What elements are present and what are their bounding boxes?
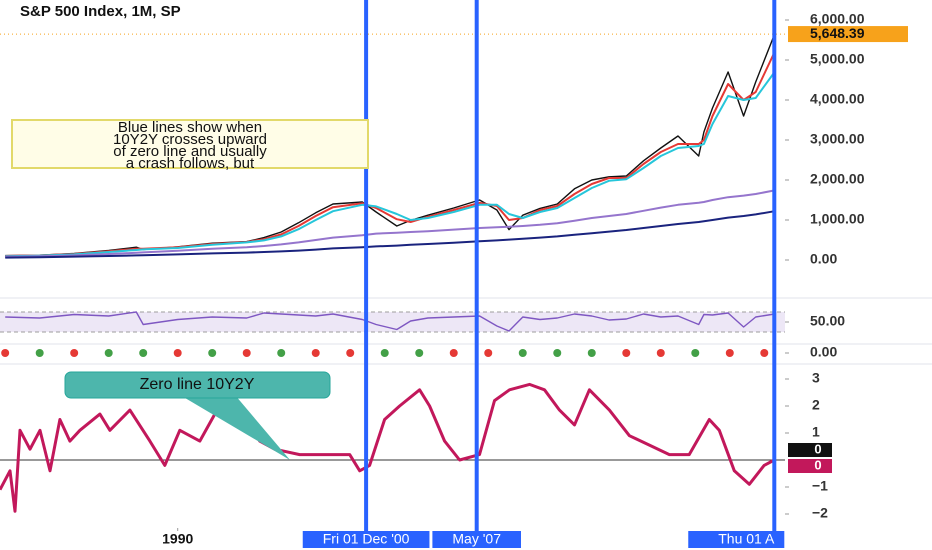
y-tick-label: 6,000.00 [810, 11, 865, 27]
callout-pointer [180, 395, 290, 460]
dot [70, 349, 79, 357]
marks-layer [0, 33, 776, 513]
y-tick-label: 3,000.00 [810, 131, 865, 147]
dot [277, 349, 286, 357]
dot [691, 349, 700, 357]
callout-box [64, 371, 331, 399]
dot [622, 349, 631, 357]
marker-label: Fri 01 Dec '00 [323, 531, 410, 547]
annotation-line: 10Y2Y crosses upward [113, 131, 267, 148]
last-price-box [788, 26, 908, 43]
marker-label: May '07 [452, 531, 501, 547]
callout-text: Zero line 10Y2Y [140, 376, 255, 393]
y-tick-label: −2 [812, 505, 828, 521]
last-value-box [788, 459, 832, 473]
dot [380, 349, 389, 357]
dot [208, 349, 217, 357]
y-tick-label: 5,000.00 [810, 51, 865, 67]
y-tick-label: −1 [812, 478, 828, 494]
series-line [5, 71, 776, 258]
dot [242, 349, 251, 357]
y-tick-label: 1,000.00 [810, 211, 865, 227]
x-tick-label: 1990 [162, 531, 193, 547]
annotation-box [11, 119, 369, 169]
y-tick-label: 50.00 [810, 313, 845, 329]
overlay-layer: 6,000.00 5,000.00 4,000.00 3,000.00 2,000.00… [162, 0, 908, 548]
marker-label-box [688, 531, 785, 548]
dot [1, 349, 10, 357]
y-tick-label: 3 [812, 370, 820, 386]
series-line [5, 189, 775, 258]
annotation-line: a crash follows, but [126, 155, 255, 172]
marker-label-box [432, 531, 521, 548]
dot [415, 349, 424, 357]
series-line [5, 210, 775, 259]
y-tick-label: 1 [812, 424, 820, 440]
zero-line-label: 0 [814, 441, 821, 456]
dot [484, 349, 493, 357]
y-tick-label: 0.00 [810, 344, 837, 360]
dot [725, 349, 734, 357]
dot [139, 349, 148, 357]
dot [656, 349, 665, 357]
last-price-label: 5,648.39 [810, 25, 865, 41]
dot [449, 349, 458, 357]
background-layer [0, 33, 932, 461]
last-value-label: 0 [814, 457, 821, 472]
dot [760, 349, 769, 357]
rsi-band [0, 312, 785, 332]
y-tick-label: 2 [812, 397, 820, 413]
marker-label-box [302, 531, 430, 548]
y-tick-label: 4,000.00 [810, 91, 865, 107]
dot [35, 349, 44, 357]
dot [104, 349, 113, 357]
y-tick-label: 0.00 [810, 251, 837, 267]
marker-label: Thu 01 A [718, 531, 775, 547]
y-tick-label: 2,000.00 [810, 171, 865, 187]
zero-line-box [788, 443, 832, 457]
annotation-line: Blue lines show when [118, 119, 262, 136]
series-line [5, 311, 775, 332]
dot [587, 349, 596, 357]
dot [553, 349, 562, 357]
dot [346, 349, 355, 357]
dot [173, 349, 182, 357]
dot [311, 349, 320, 357]
chart-title: S&P 500 Index, 1M, SP [20, 3, 181, 20]
dot [518, 349, 527, 357]
annotation-line: of zero line and usually [113, 143, 267, 160]
